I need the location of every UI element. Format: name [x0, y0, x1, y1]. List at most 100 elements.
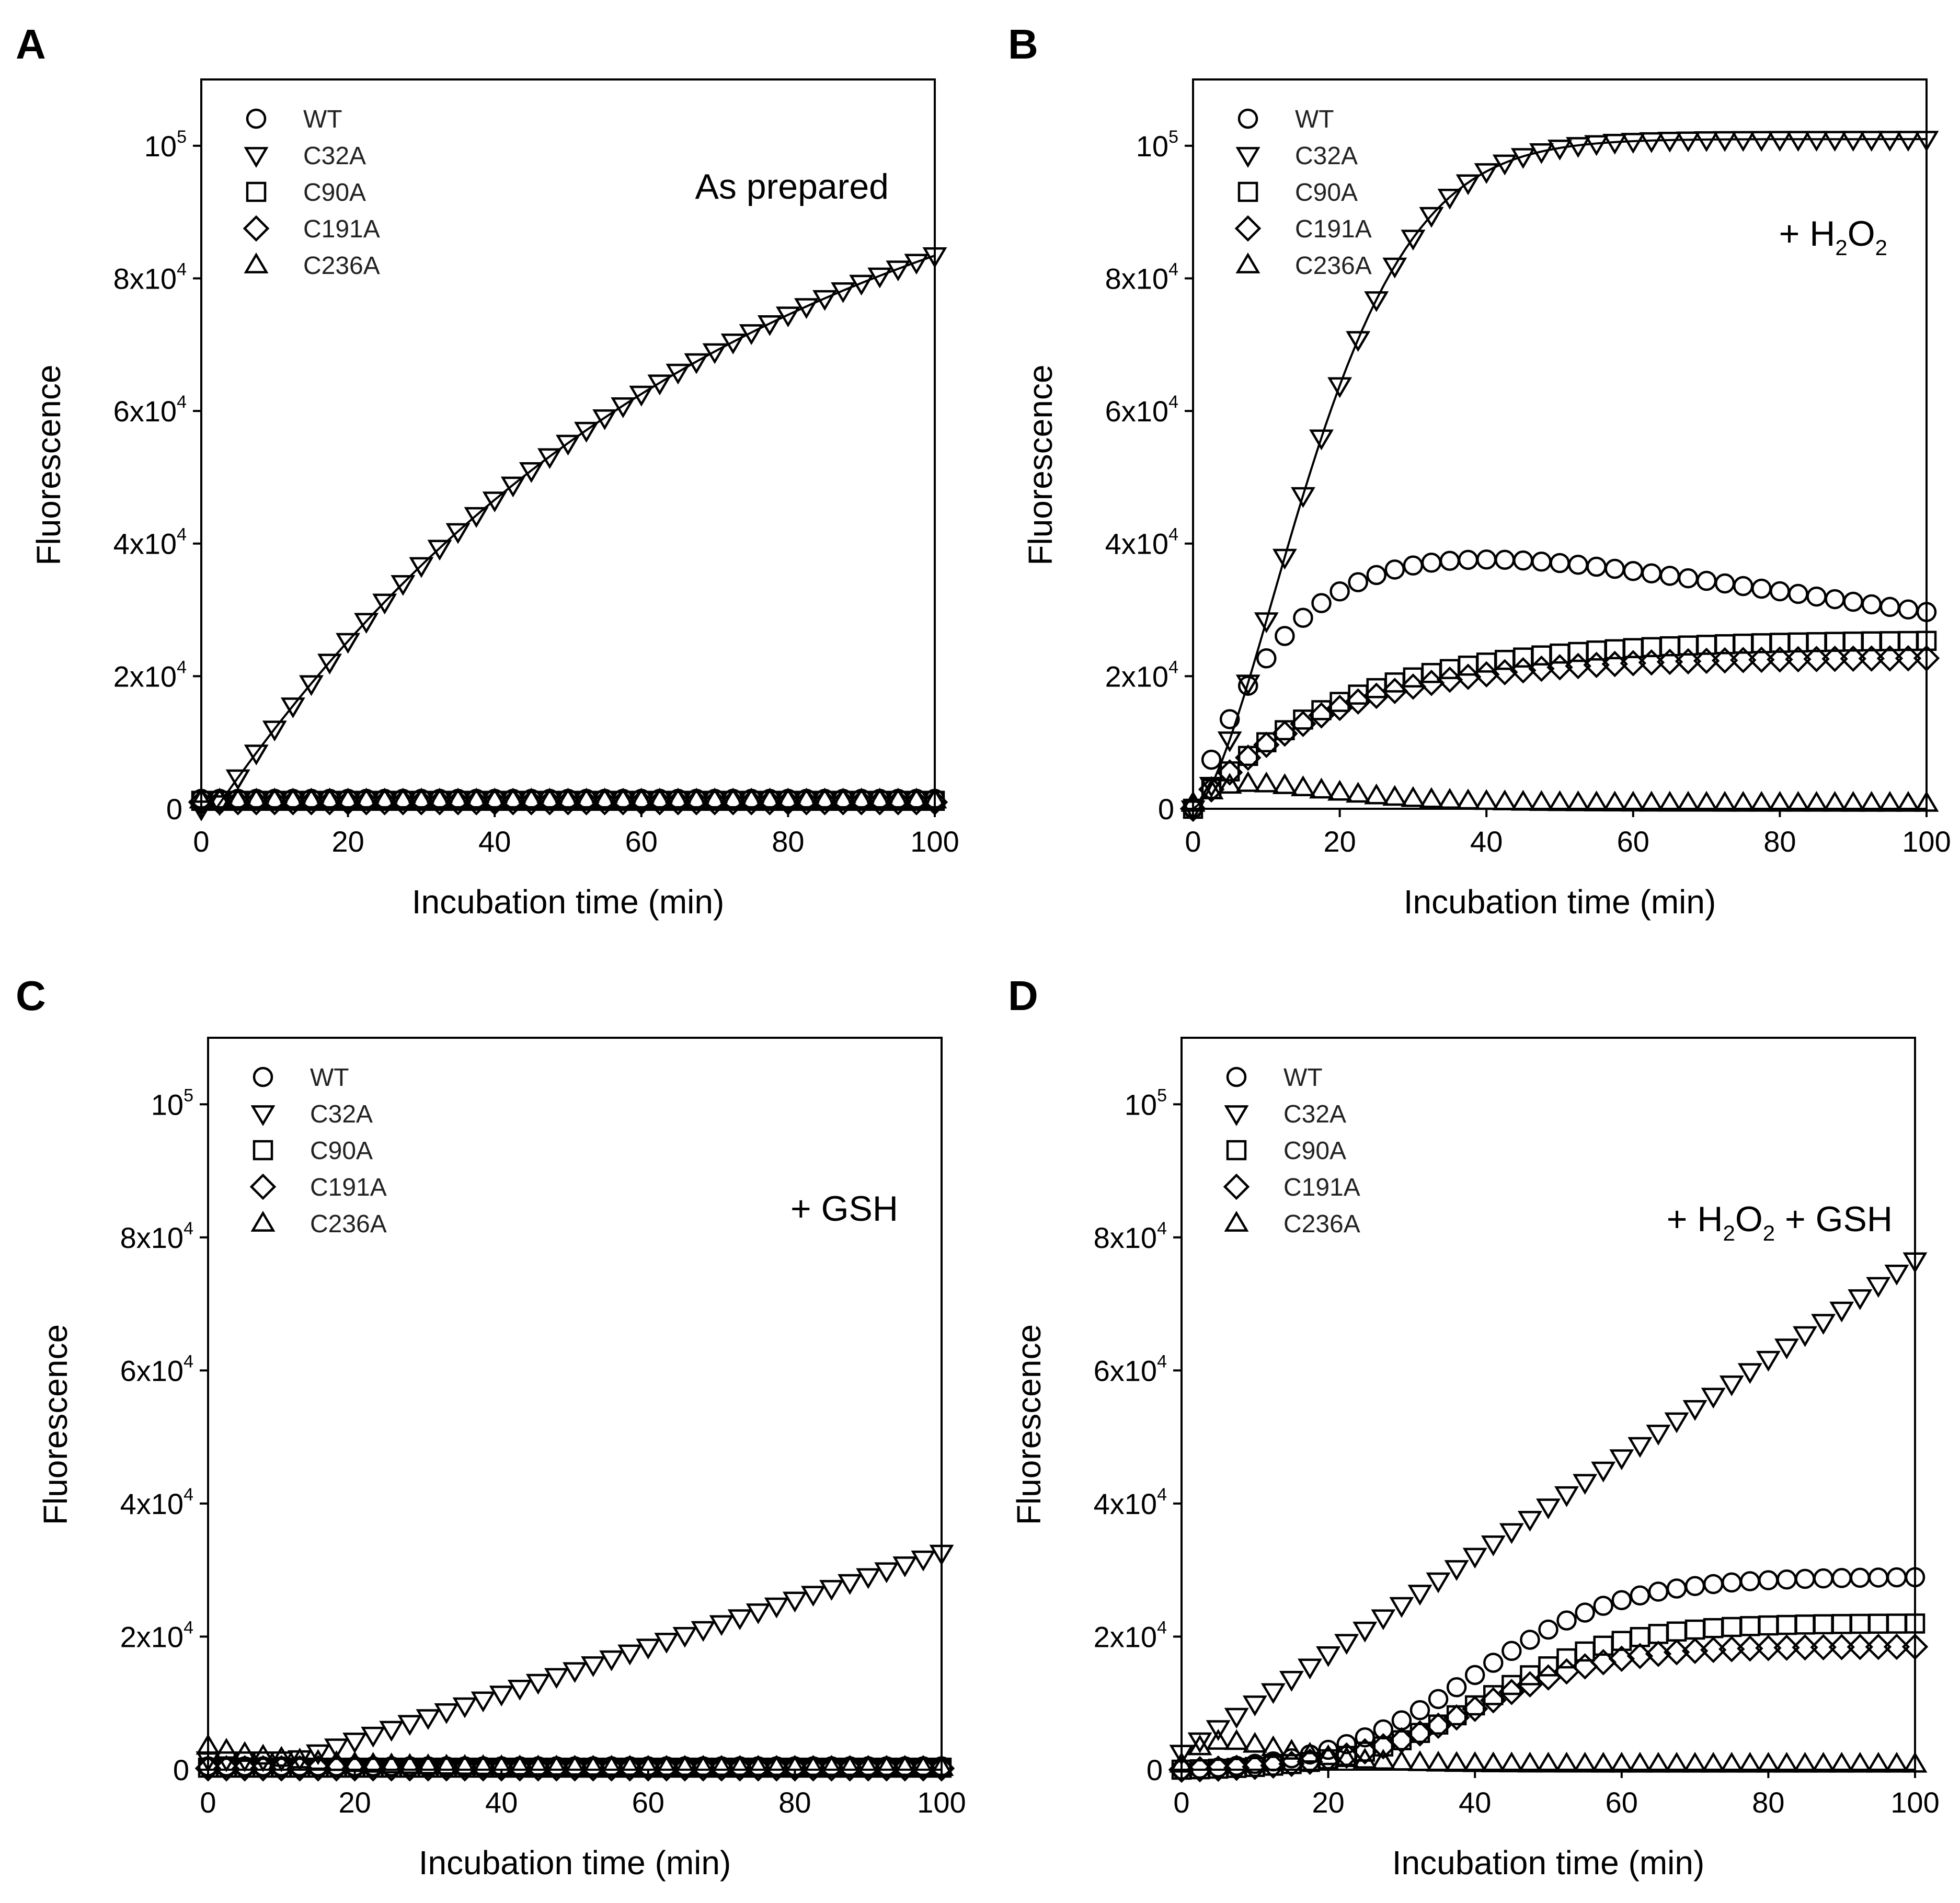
- data-point-c32a: [1389, 1597, 1414, 1618]
- data-point-c32a: [1371, 1609, 1396, 1631]
- y-tick-label: 105: [1125, 1085, 1167, 1121]
- data-point-c236a: [464, 787, 489, 809]
- data-point-c32a: [746, 1603, 771, 1624]
- x-tick-label: 20: [1323, 825, 1356, 858]
- legend-marker-c32a: [1224, 1105, 1249, 1126]
- series-c32a: [1180, 131, 1939, 821]
- data-point-c236a: [838, 1755, 863, 1776]
- data-point-c191a: [664, 789, 692, 816]
- data-point-c32a: [1694, 131, 1719, 152]
- data-point-c191a: [873, 1755, 900, 1782]
- data-point-c236a: [379, 1752, 404, 1773]
- data-point-c236a: [1290, 775, 1315, 796]
- data-point-c32a: [1823, 131, 1848, 152]
- data-point-c236a: [1767, 790, 1792, 812]
- data-point-wt: [1868, 1567, 1889, 1588]
- data-point-wt: [1813, 1568, 1833, 1589]
- data-point-wt: [1550, 553, 1570, 574]
- data-point-c191a: [573, 789, 600, 816]
- data-point-wt: [1795, 1568, 1815, 1589]
- data-point-c191a: [1675, 648, 1702, 675]
- data-point-c32a: [1627, 1437, 1653, 1458]
- data-point-c191a: [353, 789, 380, 816]
- data-point-c90a: [1384, 672, 1405, 693]
- data-point-c236a: [684, 787, 709, 809]
- data-point-c32a: [1206, 1720, 1231, 1741]
- series-c236a: [1169, 1728, 1928, 1773]
- data-point-c191a: [653, 1755, 680, 1782]
- data-point-c236a: [1694, 790, 1719, 812]
- data-point-c32a: [1749, 131, 1774, 152]
- data-point-c191a: [1198, 776, 1225, 803]
- data-point-c32a: [1242, 1695, 1267, 1716]
- data-point-c236a: [709, 1755, 734, 1776]
- data-point-c32a: [592, 409, 617, 430]
- data-point-c236a: [1474, 789, 1499, 810]
- data-point-c236a: [287, 1747, 312, 1769]
- data-point-c191a: [1876, 645, 1904, 672]
- data-point-c236a: [1785, 790, 1810, 812]
- data-point-c90a: [1868, 1613, 1889, 1634]
- data-point-c32a: [1260, 1683, 1286, 1704]
- series-wt: [1171, 1567, 1925, 1780]
- data-point-c236a: [1419, 787, 1444, 808]
- data-point-c191a: [1803, 646, 1830, 672]
- data-point-c236a: [666, 787, 691, 809]
- y-tick-label: 6x104: [1094, 1351, 1167, 1387]
- data-point-c236a: [225, 787, 250, 809]
- data-point-c236a: [1591, 1751, 1616, 1773]
- data-point-c32a: [636, 1638, 661, 1660]
- data-point-c191a: [415, 1755, 442, 1782]
- data-point-c32a: [427, 540, 452, 561]
- data-point-c236a: [739, 787, 764, 809]
- data-point-c236a: [874, 1755, 899, 1776]
- data-point-wt: [1623, 561, 1644, 581]
- data-point-wt: [1219, 709, 1240, 729]
- data-point-c191a: [800, 1755, 827, 1782]
- data-point-wt: [1886, 1567, 1907, 1588]
- data-point-c191a: [855, 1755, 881, 1782]
- y-tick-label: 0: [173, 1753, 189, 1786]
- data-point-wt: [1501, 1641, 1522, 1661]
- series-c236a: [1180, 771, 1939, 812]
- data-point-c236a: [757, 787, 782, 809]
- x-tick-label: 20: [331, 825, 364, 858]
- data-point-c32a: [1529, 143, 1554, 164]
- legend-marker-c236a: [1224, 1211, 1249, 1232]
- x-tick-label: 100: [1902, 825, 1951, 858]
- panel-b: B 0 20 40 60 80 100 0 2x104 4x104 6x104 8x104 105 Inc…: [1008, 21, 1951, 921]
- x-tick-label: 20: [338, 1786, 371, 1819]
- data-point-c236a: [1811, 1751, 1836, 1773]
- data-point-wt: [1751, 578, 1772, 599]
- data-point-c32a: [409, 557, 434, 578]
- legend-marker-c90a: [253, 1140, 273, 1161]
- x-tick-label: 80: [772, 825, 804, 858]
- data-point-c90a: [1758, 1615, 1779, 1636]
- data-point-c32a: [1517, 1510, 1542, 1532]
- data-point-c236a: [1235, 771, 1260, 792]
- legend-label-c32a: C32A: [1295, 142, 1358, 170]
- y-tick-label: 4x104: [1105, 525, 1178, 560]
- data-point-c191a: [1737, 1635, 1763, 1662]
- data-point-c32a: [354, 613, 379, 634]
- y-tick-label: 2x104: [120, 1618, 193, 1653]
- series-c191a: [194, 1755, 955, 1782]
- data-point-c236a: [1866, 1751, 1891, 1773]
- data-point-c191a: [1656, 648, 1683, 675]
- data-point-c191a: [1253, 731, 1280, 758]
- data-point-c191a: [499, 789, 526, 816]
- data-point-c191a: [1883, 1633, 1910, 1660]
- data-point-wt: [1575, 1602, 1595, 1623]
- data-point-c191a: [1700, 1636, 1727, 1664]
- series-wt: [1183, 549, 1937, 819]
- data-point-c191a: [1729, 647, 1757, 673]
- data-point-c32a: [379, 1721, 404, 1742]
- data-point-c32a: [1902, 1252, 1928, 1274]
- data-point-c32a: [317, 654, 342, 675]
- data-point-c32a: [720, 334, 746, 354]
- data-point-c191a: [1326, 694, 1353, 721]
- data-point-wt: [1458, 549, 1478, 570]
- y-tick-label: 4x104: [1094, 1485, 1167, 1520]
- data-point-c32a: [1364, 291, 1389, 312]
- data-point-c236a: [324, 1750, 349, 1771]
